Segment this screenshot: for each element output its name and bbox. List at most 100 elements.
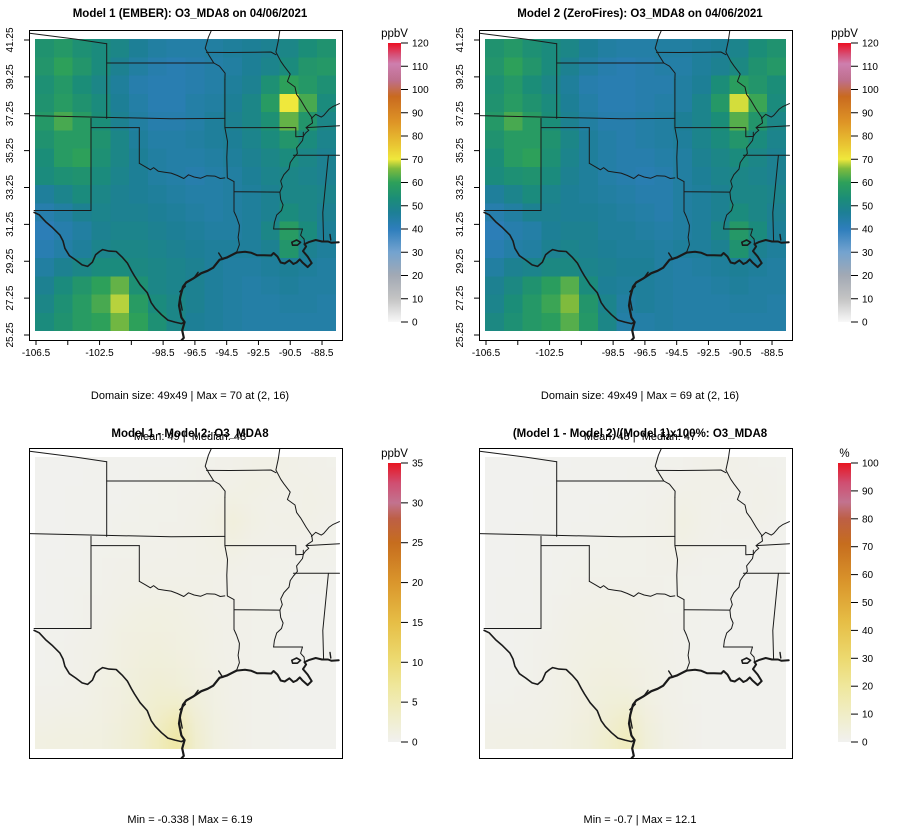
svg-text:-92.5: -92.5 xyxy=(247,348,270,359)
stats-line2: Mean: 49 | Median: 48 xyxy=(133,430,247,443)
plot-frame xyxy=(29,30,343,341)
stats-line2: Mean: 48 | Median: 47 xyxy=(583,430,697,443)
panel-stats: Domain size: 49x49 | Max = 69 at (2, 16)… xyxy=(456,363,824,471)
svg-text:41.25: 41.25 xyxy=(5,27,16,52)
svg-text:70: 70 xyxy=(412,155,424,166)
svg-text:-96.5: -96.5 xyxy=(634,348,657,359)
svg-text:-90.5: -90.5 xyxy=(729,348,752,359)
svg-text:20: 20 xyxy=(862,271,874,282)
svg-text:-90.5: -90.5 xyxy=(279,348,302,359)
svg-text:-102.5: -102.5 xyxy=(535,348,564,359)
panel-model2: Model 2 (ZeroFires): O3_MDA8 on 04/06/20… xyxy=(450,0,900,443)
svg-text:-102.5: -102.5 xyxy=(85,348,114,359)
svg-text:10: 10 xyxy=(862,710,874,721)
panel-diff: Model 1 - Model 2: O3_MDA8 ppbV 0 5 10 15 20 2… xyxy=(0,420,450,840)
svg-text:31.25: 31.25 xyxy=(5,211,16,236)
svg-text:25: 25 xyxy=(412,538,424,549)
panel-stats: Min = -0.338 | Max = 6.19 Mean: 0.767 | … xyxy=(6,787,374,840)
panel-pct-diff: (Model 1 - Model 2)/(Model 1)x100%: O3_M… xyxy=(450,420,900,840)
colorbar: ppbV 0 5 10 15 20 25 30 35 xyxy=(381,448,423,749)
svg-text:90: 90 xyxy=(862,108,874,119)
svg-text:5: 5 xyxy=(412,698,418,709)
svg-text:33.25: 33.25 xyxy=(5,175,16,200)
panel-stats: Min = -0.7 | Max = 12.1 Mean: 1.6 | Medi… xyxy=(456,787,824,840)
svg-text:70: 70 xyxy=(862,155,874,166)
svg-text:90: 90 xyxy=(412,108,424,119)
svg-text:30: 30 xyxy=(412,248,424,259)
state-borders xyxy=(479,30,790,340)
plot-frame xyxy=(479,448,793,759)
svg-text:20: 20 xyxy=(412,271,424,282)
svg-text:10: 10 xyxy=(862,294,874,305)
svg-text:110: 110 xyxy=(412,62,428,73)
svg-text:50: 50 xyxy=(862,598,874,609)
panel-title: Model 2 (ZeroFires): O3_MDA8 on 04/06/20… xyxy=(517,8,763,20)
svg-text:-106.5: -106.5 xyxy=(22,348,51,359)
svg-text:20: 20 xyxy=(412,578,424,589)
svg-text:35.25: 35.25 xyxy=(455,138,466,163)
svg-text:35.25: 35.25 xyxy=(5,138,16,163)
svg-text:30: 30 xyxy=(412,498,424,509)
axis-ticks: -106.5 -102.5 -98.5 -96.5 -94.5 -92.5 -90.5 -88… xyxy=(455,27,784,359)
svg-text:25.25: 25.25 xyxy=(5,322,16,347)
panel-model1: Model 1 (EMBER): O3_MDA8 on 04/06/2021 -… xyxy=(0,0,450,443)
svg-text:100: 100 xyxy=(412,85,429,96)
svg-text:-96.5: -96.5 xyxy=(184,348,207,359)
svg-text:0: 0 xyxy=(862,318,868,329)
svg-text:31.25: 31.25 xyxy=(455,211,466,236)
map-overlay: -106.5 -102.5 -98.5 -96.5 -94.5 -92.5 -90.5 -88… xyxy=(455,27,879,359)
svg-text:27.25: 27.25 xyxy=(5,285,16,310)
map-overlay: ppbV 0 5 10 15 20 25 30 35 xyxy=(29,448,424,759)
state-borders xyxy=(29,448,340,758)
svg-text:-98.5: -98.5 xyxy=(152,348,175,359)
plot-frame xyxy=(29,448,343,759)
panel-title: (Model 1 - Model 2)/(Model 1)x100%: O3_M… xyxy=(512,428,768,440)
svg-text:-98.5: -98.5 xyxy=(602,348,625,359)
colorbar: ppbV 0 10 20 30 40 50 60 70 80 90 100 110 120 xyxy=(381,28,429,329)
svg-text:110: 110 xyxy=(862,62,878,73)
axis-ticks: -106.5 -102.5 -98.5 -96.5 -94.5 -92.5 -90.5 -88… xyxy=(5,27,334,359)
stats-line1: Domain size: 49x49 | Max = 69 at (2, 16) xyxy=(540,390,740,402)
svg-text:0: 0 xyxy=(412,318,418,329)
svg-text:29.25: 29.25 xyxy=(455,248,466,273)
svg-text:15: 15 xyxy=(412,618,424,629)
svg-text:100: 100 xyxy=(862,459,879,470)
svg-text:30: 30 xyxy=(862,248,874,259)
panel-stats: Domain size: 49x49 | Max = 70 at (2, 16)… xyxy=(6,363,374,471)
map-overlay: % 0 10 20 30 40 50 60 70 80 90 100 xyxy=(479,448,879,759)
stats-line1: Domain size: 49x49 | Max = 70 at (2, 16) xyxy=(90,390,290,402)
svg-text:41.25: 41.25 xyxy=(455,27,466,52)
svg-text:25.25: 25.25 xyxy=(455,322,466,347)
svg-text:-88.5: -88.5 xyxy=(311,348,334,359)
svg-text:80: 80 xyxy=(412,132,424,143)
svg-text:100: 100 xyxy=(862,85,879,96)
svg-text:33.25: 33.25 xyxy=(455,175,466,200)
colorbar-unit-label: ppbV xyxy=(381,28,408,40)
svg-text:30: 30 xyxy=(862,654,874,665)
svg-text:80: 80 xyxy=(862,132,874,143)
svg-text:37.25: 37.25 xyxy=(5,101,16,126)
colorbar-unit-label: ppbV xyxy=(381,448,408,460)
svg-text:39.25: 39.25 xyxy=(455,64,466,89)
svg-text:40: 40 xyxy=(862,626,874,637)
map-overlay: -106.5 -102.5 -98.5 -96.5 -94.5 -92.5 -90.5 -88… xyxy=(5,27,429,359)
panel-title: Model 1 - Model 2: O3_MDA8 xyxy=(111,428,269,440)
svg-text:-94.5: -94.5 xyxy=(215,348,238,359)
svg-text:50: 50 xyxy=(862,201,874,212)
svg-text:35: 35 xyxy=(412,459,424,470)
svg-text:29.25: 29.25 xyxy=(5,248,16,273)
svg-text:-106.5: -106.5 xyxy=(472,348,501,359)
svg-text:90: 90 xyxy=(862,486,874,497)
svg-text:40: 40 xyxy=(862,225,874,236)
svg-text:39.25: 39.25 xyxy=(5,64,16,89)
svg-text:0: 0 xyxy=(412,738,418,749)
svg-text:70: 70 xyxy=(862,542,874,553)
plot-frame xyxy=(479,30,793,341)
state-borders xyxy=(29,30,340,340)
svg-text:120: 120 xyxy=(412,39,429,50)
svg-text:-94.5: -94.5 xyxy=(665,348,688,359)
svg-text:120: 120 xyxy=(862,39,879,50)
svg-text:50: 50 xyxy=(412,201,424,212)
svg-text:10: 10 xyxy=(412,294,424,305)
colorbar-unit-label: % xyxy=(839,448,849,460)
